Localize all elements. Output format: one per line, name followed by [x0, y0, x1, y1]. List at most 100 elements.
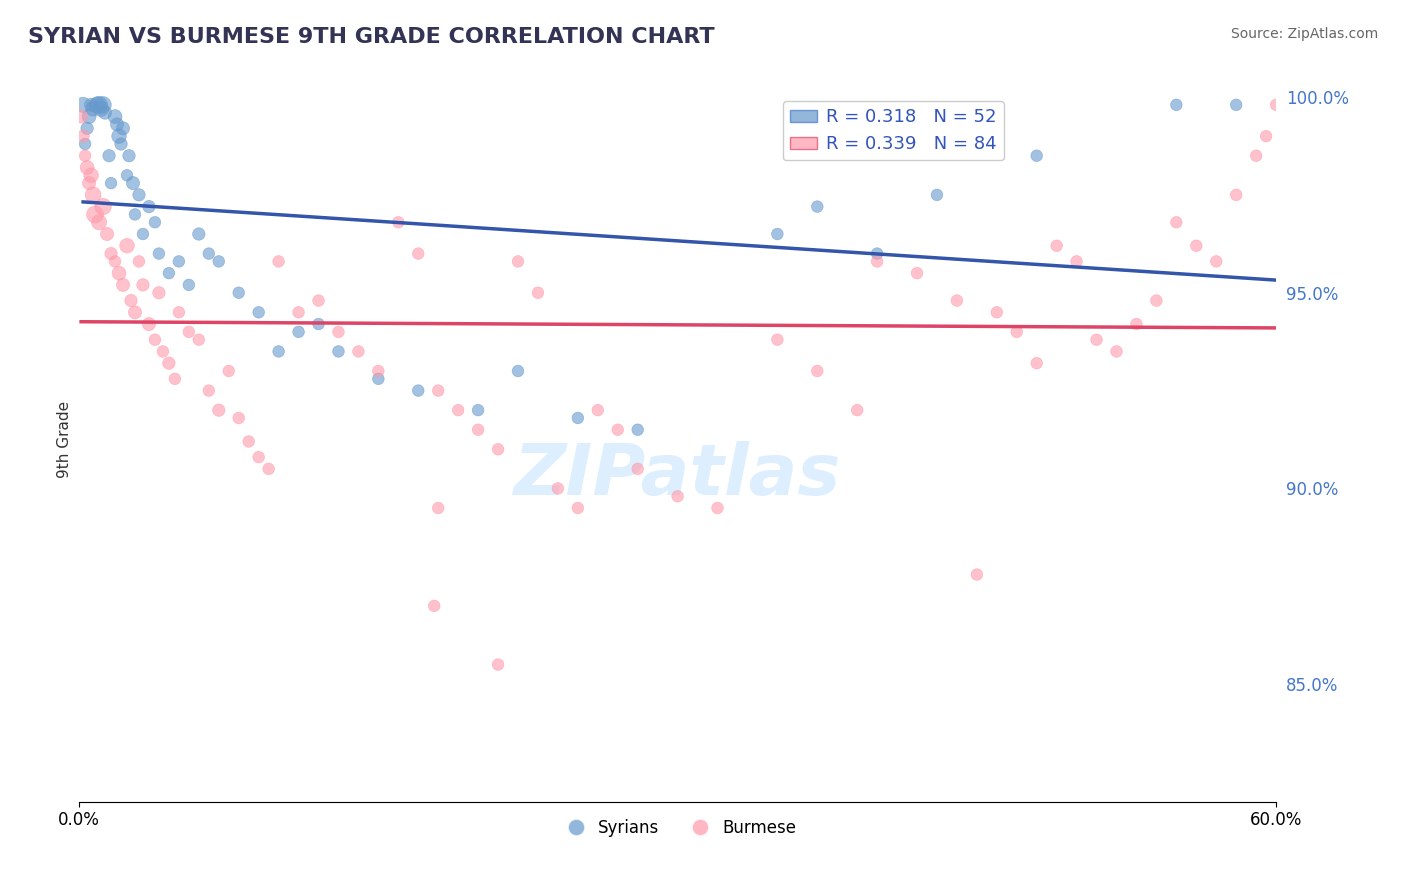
Legend: Syrians, Burmese: Syrians, Burmese [553, 813, 803, 844]
Point [228, 411, 250, 425]
Point [986, 305, 1008, 319]
Point [100, 246, 122, 260]
Text: SYRIAN VS BURMESE 9TH GRADE CORRELATION CHART: SYRIAN VS BURMESE 9TH GRADE CORRELATION … [28, 27, 714, 46]
Point [105, 117, 128, 131]
Point [427, 501, 450, 516]
Point [91, 200, 114, 214]
Point [1205, 254, 1227, 268]
Point [143, 215, 166, 229]
Point [1105, 344, 1128, 359]
Point [766, 227, 789, 241]
Point [76, 161, 98, 175]
Point [138, 200, 160, 214]
Point [567, 411, 589, 425]
Point [427, 384, 450, 398]
Point [966, 567, 988, 582]
Point [163, 372, 186, 386]
Point [80, 169, 103, 183]
Point [104, 254, 127, 268]
Point [77, 110, 100, 124]
Point [1025, 356, 1047, 370]
Point [328, 344, 350, 359]
Point [328, 325, 350, 339]
Point [567, 501, 589, 516]
Point [586, 403, 609, 417]
Point [208, 254, 231, 268]
Point [218, 364, 240, 378]
Point [766, 333, 789, 347]
Point [128, 187, 150, 202]
Point [100, 176, 122, 190]
Point [84, 207, 107, 221]
Point [1166, 98, 1188, 112]
Point [115, 239, 138, 253]
Point [486, 442, 509, 457]
Point [406, 246, 429, 260]
Point [111, 121, 134, 136]
Point [75, 136, 97, 151]
Point [247, 305, 270, 319]
Point [75, 149, 97, 163]
Point [87, 98, 110, 112]
Point [1244, 149, 1267, 163]
Point [187, 333, 209, 347]
Point [866, 254, 889, 268]
Point [1225, 187, 1247, 202]
Point [1166, 215, 1188, 229]
Y-axis label: 9th Grade: 9th Grade [58, 401, 72, 478]
Point [152, 344, 174, 359]
Text: ZIPatlas: ZIPatlas [515, 442, 841, 510]
Point [846, 403, 869, 417]
Point [486, 657, 509, 672]
Point [367, 364, 389, 378]
Point [122, 176, 145, 190]
Point [118, 149, 141, 163]
Point [247, 450, 270, 464]
Point [308, 317, 330, 331]
Point [124, 207, 146, 221]
Point [1005, 325, 1028, 339]
Point [1265, 98, 1288, 112]
Point [1225, 98, 1247, 112]
Point [187, 227, 209, 241]
Point [124, 305, 146, 319]
Point [72, 129, 94, 144]
Point [94, 105, 117, 120]
Point [1185, 239, 1208, 253]
Point [367, 372, 389, 386]
Point [866, 246, 889, 260]
Point [87, 215, 110, 229]
Point [98, 149, 121, 163]
Point [547, 482, 569, 496]
Point [347, 344, 370, 359]
Point [70, 110, 93, 124]
Point [267, 254, 290, 268]
Point [157, 356, 180, 370]
Point [91, 98, 114, 112]
Point [1125, 317, 1147, 331]
Point [108, 129, 131, 144]
Point [208, 403, 231, 417]
Point [143, 333, 166, 347]
Point [198, 384, 221, 398]
Point [527, 285, 550, 300]
Point [627, 423, 650, 437]
Point [132, 277, 155, 292]
Point [80, 98, 103, 112]
Point [82, 102, 104, 116]
Point [806, 200, 828, 214]
Point [806, 364, 828, 378]
Point [104, 110, 127, 124]
Point [96, 227, 118, 241]
Point [387, 215, 409, 229]
Point [198, 246, 221, 260]
Point [666, 489, 689, 503]
Point [423, 599, 446, 613]
Point [467, 403, 489, 417]
Point [108, 266, 131, 280]
Point [111, 277, 134, 292]
Point [1256, 129, 1278, 144]
Point [115, 169, 138, 183]
Point [946, 293, 969, 308]
Point [128, 254, 150, 268]
